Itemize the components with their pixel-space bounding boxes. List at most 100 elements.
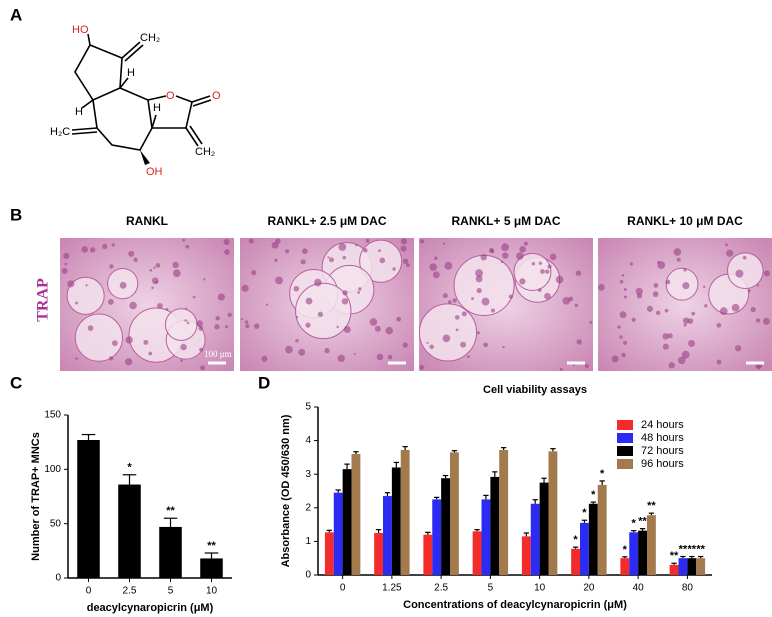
cell xyxy=(452,298,457,303)
cell xyxy=(500,260,504,264)
cell xyxy=(400,238,407,245)
legend-swatch xyxy=(617,420,633,430)
cell xyxy=(677,356,686,365)
cell xyxy=(621,352,626,358)
bar xyxy=(342,469,352,575)
x-tick-label: 0 xyxy=(86,586,92,597)
cell xyxy=(623,288,627,292)
cell xyxy=(568,296,574,302)
cell xyxy=(378,249,381,253)
y-tick-label: 150 xyxy=(44,410,61,421)
bar xyxy=(580,522,589,575)
cell xyxy=(652,291,659,298)
cell xyxy=(623,340,628,345)
cell xyxy=(261,355,268,362)
cell xyxy=(63,252,70,260)
cell xyxy=(538,261,543,265)
cell xyxy=(619,311,627,319)
bar xyxy=(530,503,540,575)
cell xyxy=(742,255,747,260)
cell xyxy=(172,261,179,269)
cell xyxy=(369,318,378,326)
cell xyxy=(673,248,682,256)
cell xyxy=(357,291,361,294)
bar xyxy=(696,558,706,575)
x-tick-label: 1.25 xyxy=(382,583,402,594)
cell xyxy=(396,316,401,322)
cell xyxy=(203,278,206,281)
bar xyxy=(351,454,361,575)
y-tick-label: 50 xyxy=(50,518,62,529)
cell xyxy=(214,324,220,330)
bar xyxy=(597,484,607,575)
cell xyxy=(338,243,347,251)
cell xyxy=(508,294,514,299)
x-tick-label: 40 xyxy=(633,583,645,594)
bar xyxy=(449,452,459,575)
cell xyxy=(358,287,362,291)
bar xyxy=(629,532,639,575)
bar xyxy=(391,467,401,575)
chart-title: Cell viability assays xyxy=(483,384,587,396)
cell xyxy=(635,287,643,295)
cell xyxy=(476,331,480,335)
cell xyxy=(475,275,483,283)
cell xyxy=(748,289,751,293)
cell xyxy=(682,282,690,290)
cell xyxy=(467,355,470,359)
y-tick-label: 2 xyxy=(305,502,311,513)
cell xyxy=(241,318,244,321)
cell xyxy=(300,259,306,265)
y-tick-label: 100 xyxy=(44,464,61,475)
image-title: RANKL+ 2.5 μM DAC xyxy=(267,214,386,228)
atom-label: H₂C xyxy=(50,126,70,138)
cell xyxy=(342,290,348,296)
bar xyxy=(333,492,343,575)
significance-label: ** xyxy=(670,550,679,562)
cell xyxy=(133,257,138,262)
cell xyxy=(405,263,410,268)
cell xyxy=(241,284,249,292)
cell xyxy=(629,262,633,266)
bar xyxy=(472,531,482,575)
atom-label: H xyxy=(127,67,135,79)
cell xyxy=(662,333,669,340)
bar xyxy=(521,536,531,575)
cell xyxy=(584,363,589,368)
cell xyxy=(523,241,528,246)
cell xyxy=(224,325,228,329)
cell xyxy=(502,252,509,259)
bar xyxy=(490,476,500,575)
cell xyxy=(562,296,571,305)
panel-label: D xyxy=(258,373,270,392)
cell xyxy=(129,301,137,310)
atom-label: H xyxy=(75,106,83,118)
cell xyxy=(426,341,429,345)
legend-swatch xyxy=(617,446,633,456)
bar xyxy=(539,482,549,575)
cell xyxy=(419,365,425,370)
cell xyxy=(681,350,690,359)
cell xyxy=(223,238,230,245)
cell xyxy=(385,326,393,335)
cell xyxy=(184,319,187,322)
cell xyxy=(442,242,446,245)
significance-label: ** xyxy=(679,543,688,555)
panel-label: A xyxy=(10,5,22,24)
legend-swatch xyxy=(617,459,633,469)
cell xyxy=(149,268,153,272)
bar xyxy=(432,499,442,575)
cell xyxy=(668,362,675,369)
cell xyxy=(102,243,108,250)
cell xyxy=(682,317,690,324)
atom-label: O xyxy=(212,90,221,102)
cell xyxy=(455,328,459,332)
panel-label: B xyxy=(10,205,22,224)
cell xyxy=(329,257,334,263)
atom-label: CH₂ xyxy=(140,32,160,44)
cell xyxy=(192,295,196,299)
cell xyxy=(400,245,407,252)
cell xyxy=(336,325,339,329)
atom-label: OH xyxy=(146,166,163,178)
